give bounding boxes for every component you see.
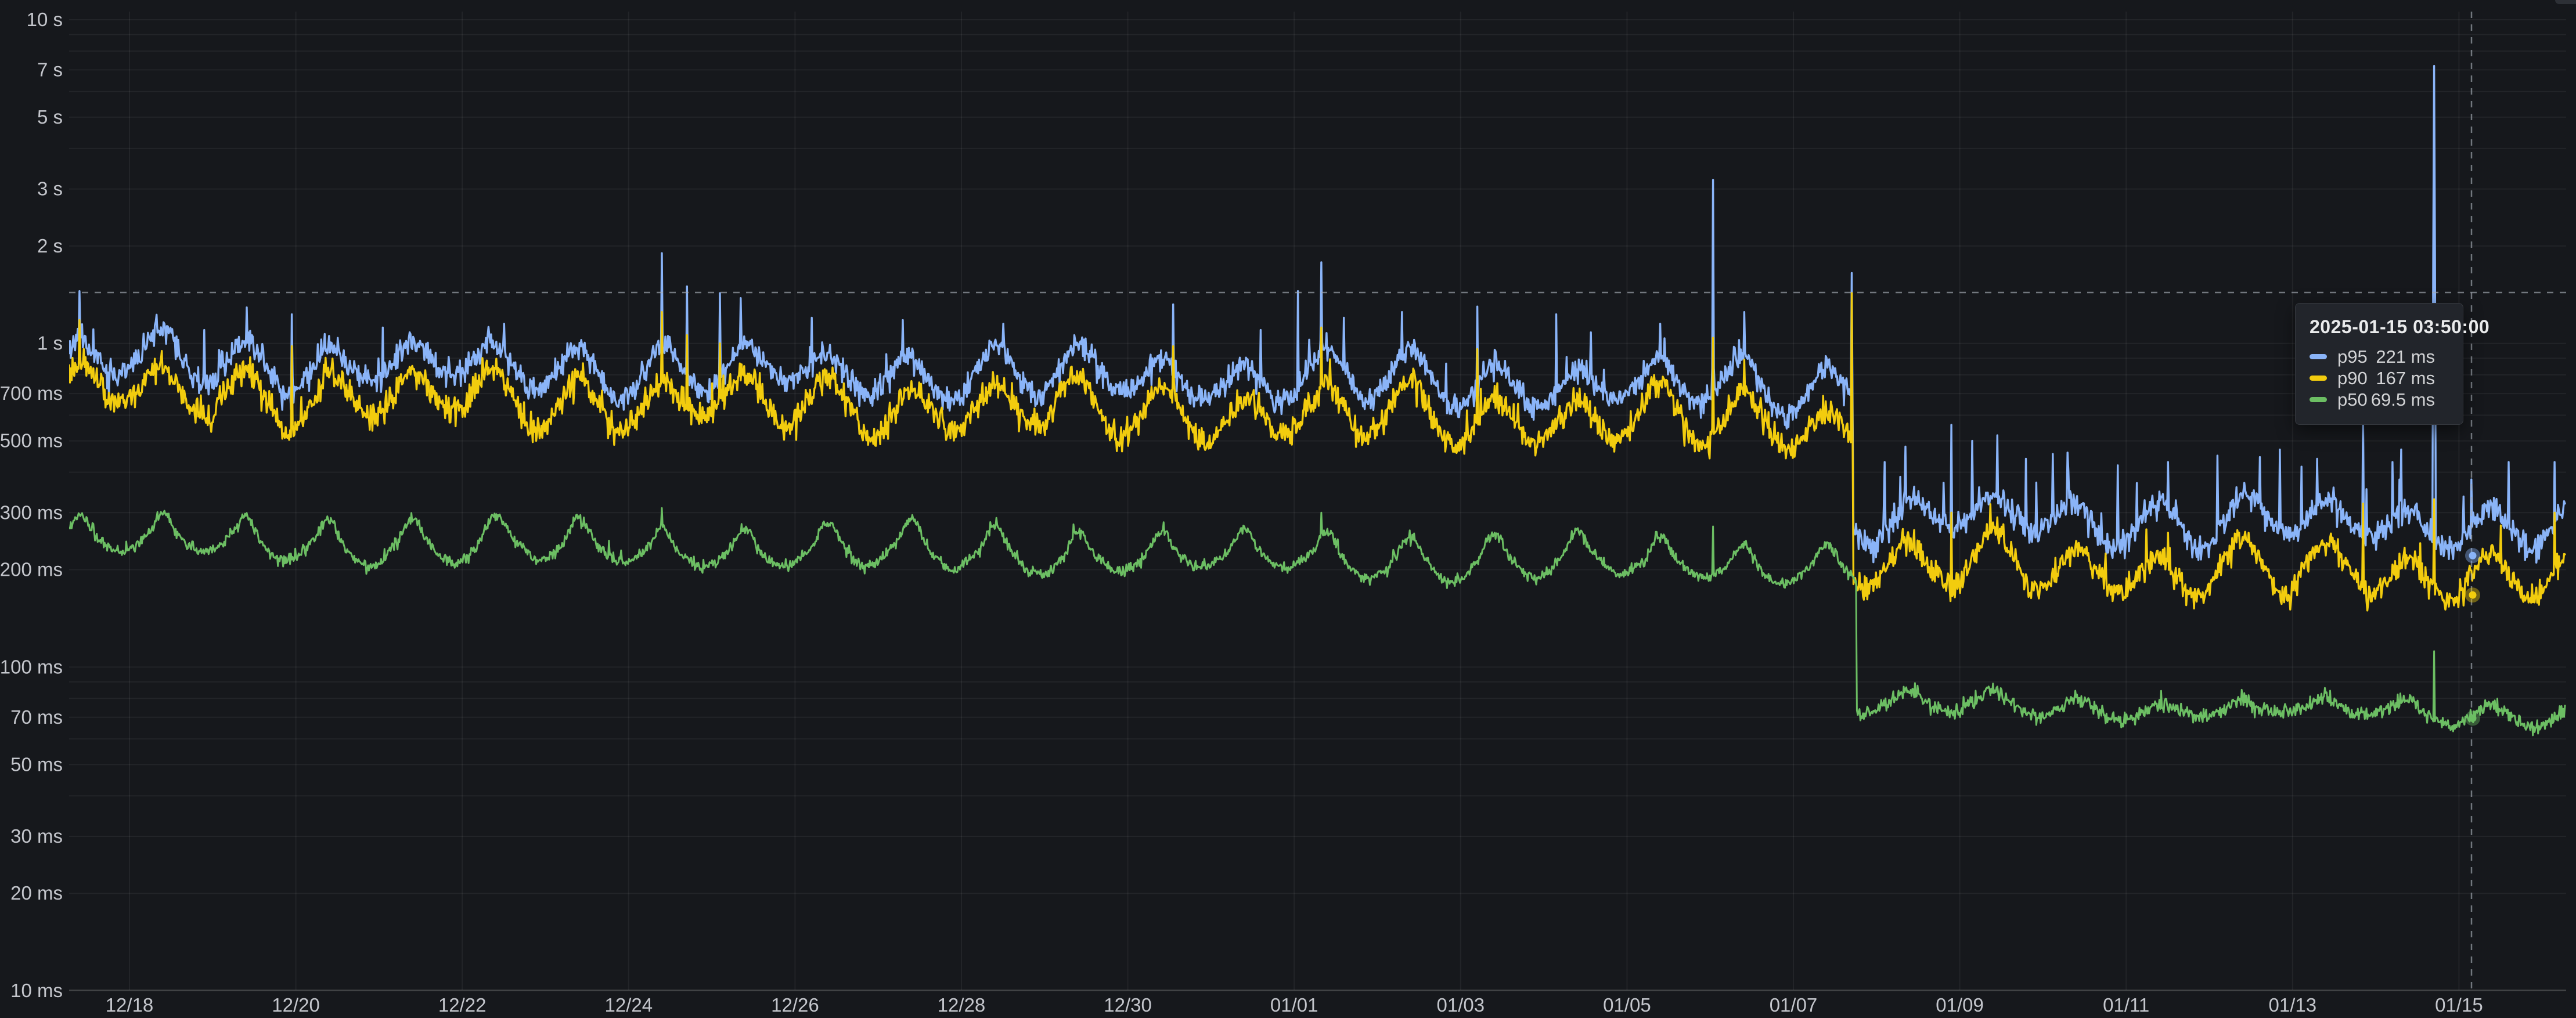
series-line-p90 xyxy=(69,292,2566,612)
y-gridlines xyxy=(69,19,2566,992)
x-axis-tick-label: 12/26 xyxy=(771,994,819,1016)
p50-series-swatch xyxy=(2310,397,2327,402)
x-gridlines xyxy=(129,12,2460,990)
y-axis-tick-label: 100 ms xyxy=(0,656,63,677)
y-axis-tick-label: 20 ms xyxy=(10,882,63,904)
hover-tooltip: 2025-01-15 03:50:00 p95 221 ms p90 167 m… xyxy=(2295,303,2490,425)
tooltip-series-value: 167 ms xyxy=(2376,367,2435,388)
hovered-point-p95 xyxy=(2465,548,2480,564)
cursor-crosshair xyxy=(69,12,2566,990)
y-axis-tick-label: 300 ms xyxy=(0,501,63,523)
y-axis-tick-label: 1 s xyxy=(37,333,63,354)
y-axis-tick-label: 3 s xyxy=(37,178,63,200)
series-line-p95 xyxy=(69,64,2566,564)
p90-series-swatch xyxy=(2310,376,2327,381)
tooltip-row-p95: p95 221 ms xyxy=(2310,346,2449,367)
tooltip-series-value: 69.5 ms xyxy=(2370,389,2435,410)
x-axis-tick-label: 12/30 xyxy=(1104,994,1152,1016)
x-axis-tick-label: 01/13 xyxy=(2269,994,2317,1016)
y-axis-tick-label: 50 ms xyxy=(10,753,63,775)
y-axis-tick-label: 2 s xyxy=(37,235,63,257)
y-axis-tick-label: 200 ms xyxy=(0,559,63,580)
x-axis-tick-label: 12/24 xyxy=(605,994,653,1016)
tooltip-series-label: p95 xyxy=(2337,346,2368,367)
x-axis-tick-label: 01/09 xyxy=(1936,994,1984,1016)
x-axis-tick-label: 01/01 xyxy=(1270,994,1318,1016)
tooltip-series-value: 221 ms xyxy=(2376,346,2435,367)
tooltip-row-p90: p90 167 ms xyxy=(2310,367,2449,389)
y-axis-tick-label: 10 ms xyxy=(10,980,63,1001)
y-axis-tick-label: 10 s xyxy=(27,9,63,30)
hovered-point-p50 xyxy=(2465,710,2480,726)
series-group xyxy=(69,64,2566,737)
x-axis-tick-label: 01/11 xyxy=(2103,994,2149,1016)
y-axis-labels: 10 s 7 s 5 s 3 s 2 s 1 s 700 ms 500 ms 300 ms 200… xyxy=(0,9,63,1001)
x-axis-tick-label: 12/28 xyxy=(938,994,986,1016)
tooltip-series-label: p50 xyxy=(2337,389,2368,410)
x-axis-tick-label: 12/22 xyxy=(438,994,487,1016)
y-axis-tick-label: 700 ms xyxy=(0,382,63,404)
y-axis-tick-label: 30 ms xyxy=(10,825,63,847)
tooltip-row-p50: p50 69.5 ms xyxy=(2310,389,2449,410)
tooltip-timestamp: 2025-01-15 03:50:00 xyxy=(2310,316,2490,337)
scrollbar-fragment[interactable] xyxy=(2555,0,2576,4)
y-axis-tick-label: 70 ms xyxy=(10,706,63,728)
p95-series-swatch xyxy=(2310,354,2327,359)
y-axis-tick-label: 7 s xyxy=(37,59,63,80)
y-axis-tick-label: 500 ms xyxy=(0,430,63,452)
x-axis-tick-label: 12/18 xyxy=(106,994,154,1016)
series-line-p50 xyxy=(69,507,2566,737)
x-axis-tick-label: 01/05 xyxy=(1603,994,1651,1016)
x-axis-tick-label: 01/03 xyxy=(1437,994,1485,1016)
x-axis-labels: 12/18 12/20 12/22 12/24 12/26 12/28 12/30 01/01… xyxy=(106,994,2483,1016)
x-axis-tick-label: 01/15 xyxy=(2435,994,2483,1016)
hovered-point-p90 xyxy=(2465,587,2480,603)
x-axis-tick-label: 12/20 xyxy=(272,994,320,1016)
x-axis-tick-label: 01/07 xyxy=(1770,994,1818,1016)
tooltip-series-label: p90 xyxy=(2337,367,2368,388)
y-axis-tick-label: 5 s xyxy=(37,106,63,128)
